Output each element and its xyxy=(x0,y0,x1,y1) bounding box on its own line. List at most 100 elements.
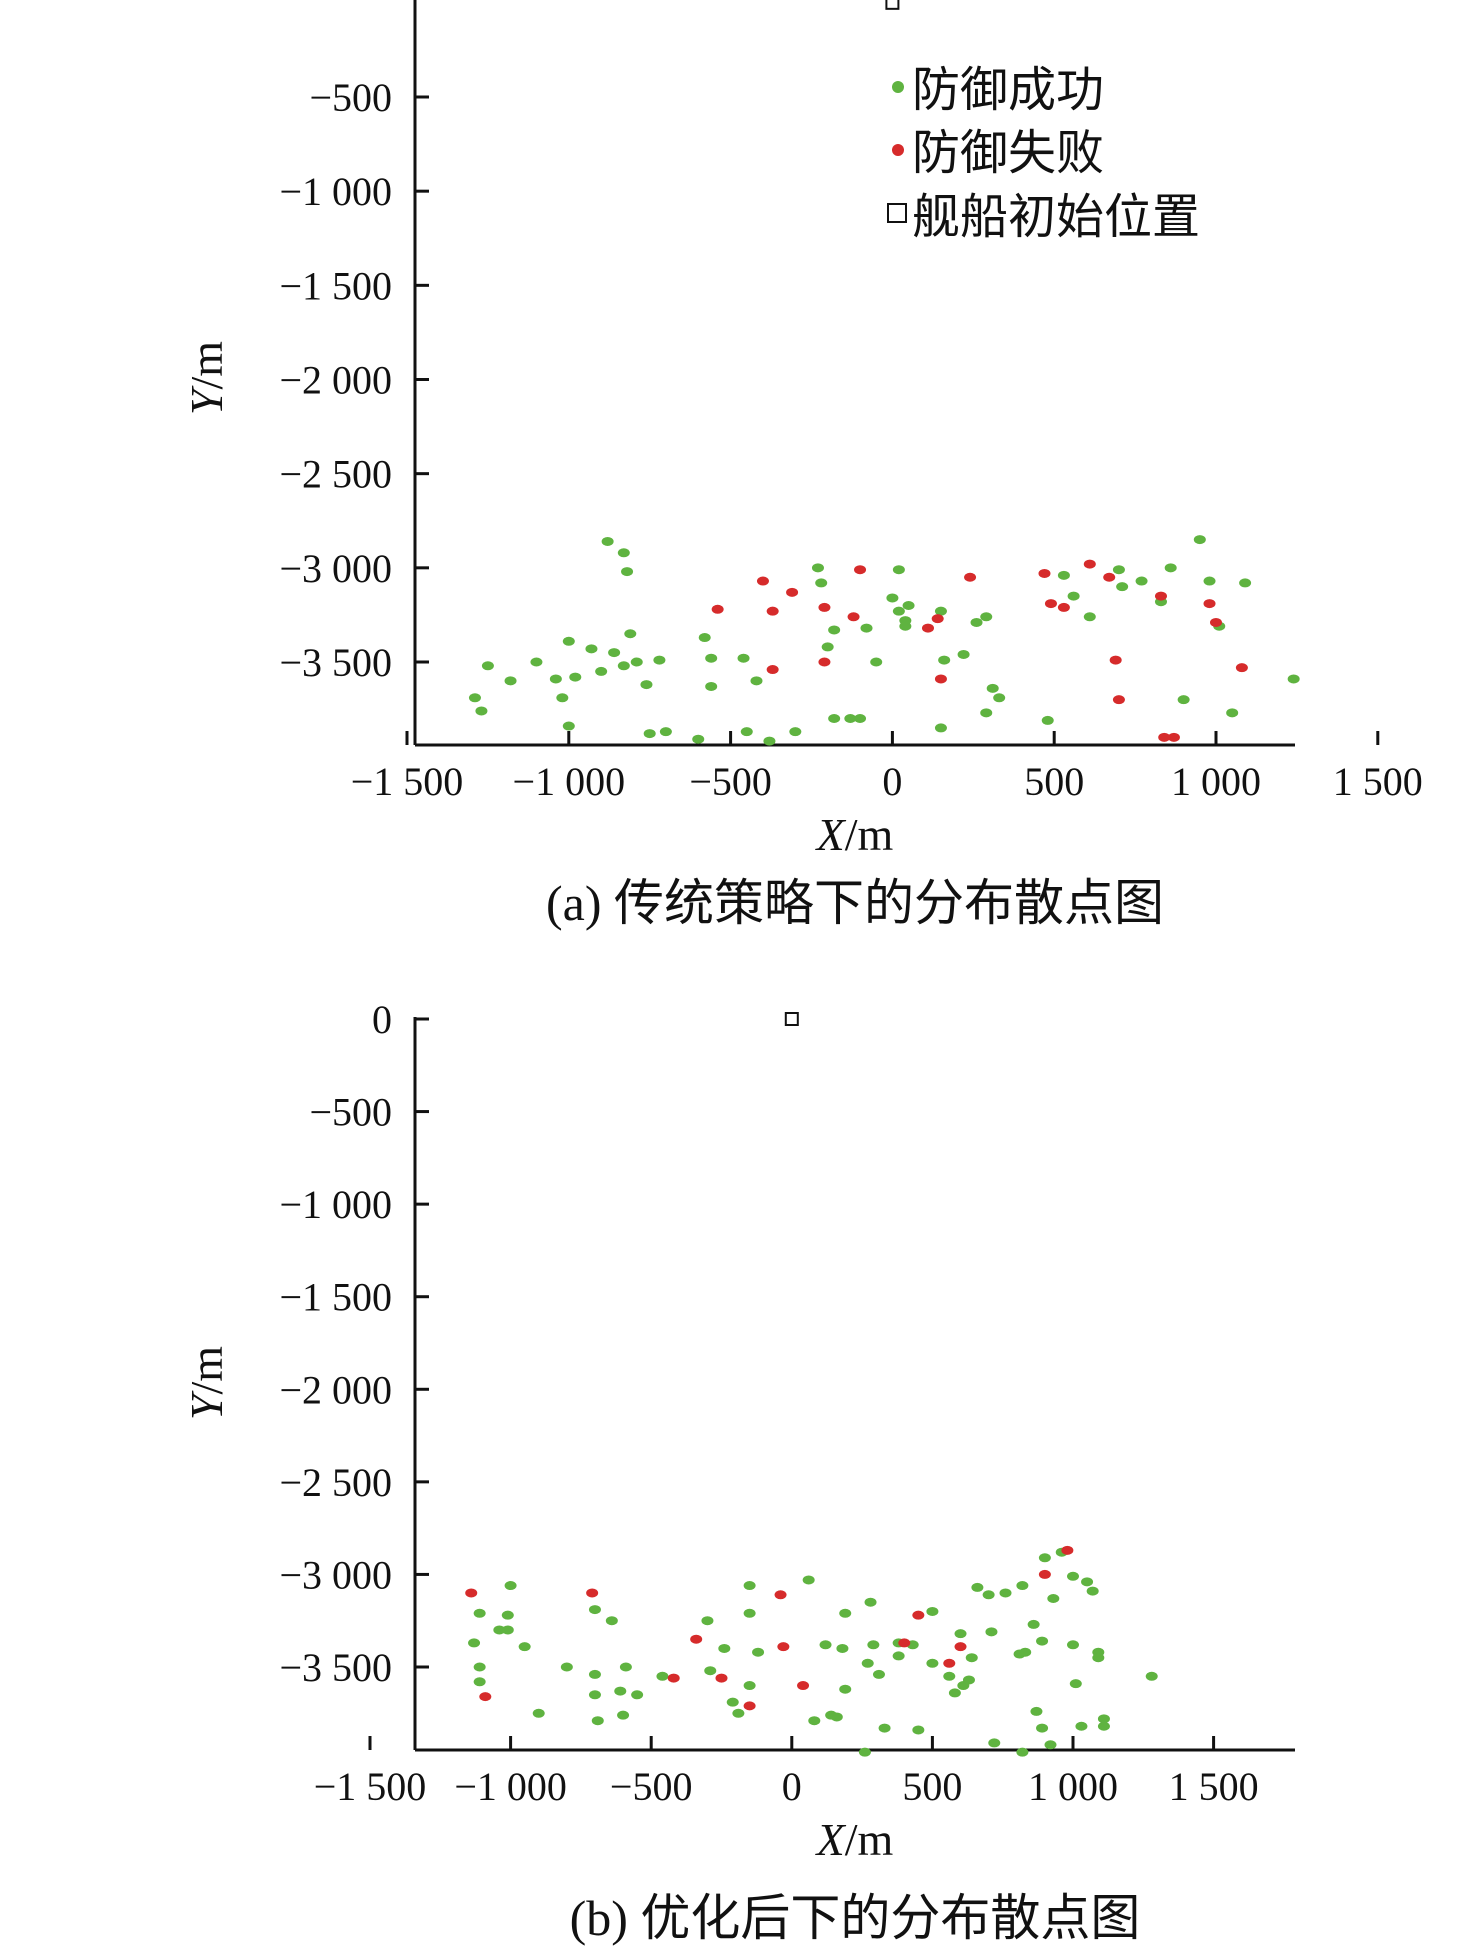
point-success xyxy=(892,565,905,575)
point-success xyxy=(1164,563,1177,573)
point-success xyxy=(698,633,711,643)
point-success xyxy=(839,1684,852,1694)
y-tick-label: −500 xyxy=(309,75,392,120)
point-success xyxy=(481,661,494,671)
point-success xyxy=(878,1723,891,1733)
point-failure xyxy=(1235,663,1248,673)
x-tick-label: −1 500 xyxy=(314,1764,427,1809)
point-success xyxy=(1069,1679,1082,1689)
point-success xyxy=(957,649,970,659)
point-success xyxy=(1092,1653,1105,1663)
point-success xyxy=(1287,674,1300,684)
point-success xyxy=(643,729,656,739)
y-tick-label: −1 000 xyxy=(279,1182,392,1227)
point-failure xyxy=(1038,1569,1051,1579)
point-success xyxy=(1097,1714,1110,1724)
point-success xyxy=(532,1708,545,1718)
point-success xyxy=(1081,1577,1094,1587)
point-success xyxy=(653,655,666,665)
point-success xyxy=(828,714,841,723)
point-success xyxy=(705,681,718,691)
legend-marker-success xyxy=(892,81,904,93)
x-tick-label: 0 xyxy=(882,759,902,804)
point-success xyxy=(993,693,1006,703)
ship-position-marker xyxy=(784,1012,799,1026)
point-success xyxy=(819,1640,832,1650)
point-success xyxy=(1044,1740,1057,1750)
ship-position-marker xyxy=(885,0,900,10)
point-success xyxy=(1203,576,1216,586)
point-success xyxy=(954,1629,967,1639)
point-failure xyxy=(797,1681,810,1691)
point-failure xyxy=(1103,572,1116,582)
point-success xyxy=(1057,570,1070,580)
point-success xyxy=(1239,578,1252,588)
point-success xyxy=(858,1747,871,1757)
point-success xyxy=(836,1643,849,1653)
point-success xyxy=(828,625,841,635)
point-failure xyxy=(921,623,934,633)
point-success xyxy=(743,1681,756,1691)
point-failure xyxy=(1112,695,1125,705)
point-success xyxy=(1145,1671,1158,1681)
point-failure xyxy=(898,1638,911,1648)
point-success xyxy=(821,642,834,652)
point-failure xyxy=(1158,732,1171,742)
point-success xyxy=(892,1651,905,1661)
point-success xyxy=(839,1608,852,1618)
point-success xyxy=(1097,1721,1110,1731)
point-success xyxy=(605,1616,618,1626)
point-success xyxy=(948,1688,961,1698)
panel-a: −500 −1 000 −1 500 −2 000 −2 500 −3 000 −3 500… xyxy=(181,0,1423,931)
point-success xyxy=(985,1627,998,1637)
point-success xyxy=(562,721,575,731)
y-tick-label: −3 500 xyxy=(279,640,392,685)
point-failure xyxy=(847,612,860,622)
point-success xyxy=(899,616,912,626)
x-tick-label: 1 500 xyxy=(1169,1764,1259,1809)
point-success xyxy=(802,1575,815,1585)
point-success xyxy=(1016,1581,1029,1591)
point-success xyxy=(808,1716,821,1726)
x-axis-label: X/m xyxy=(815,809,894,860)
point-failure xyxy=(715,1673,728,1683)
point-success xyxy=(1135,576,1148,586)
point-failure xyxy=(774,1590,787,1600)
y-tick-label: −1 000 xyxy=(279,169,392,214)
point-failure xyxy=(931,614,944,624)
y-tick-label: −3 500 xyxy=(279,1645,392,1690)
point-success xyxy=(980,708,993,718)
point-failure xyxy=(818,657,831,667)
point-success xyxy=(608,648,621,658)
series-failure xyxy=(711,559,1248,742)
point-success xyxy=(1016,1747,1029,1757)
series-failure xyxy=(465,1545,1074,1711)
point-success xyxy=(1112,565,1125,575)
point-failure xyxy=(1210,617,1222,627)
point-success xyxy=(473,1662,486,1672)
point-failure xyxy=(766,665,779,675)
legend-label: 舰船初始位置 xyxy=(912,189,1200,245)
point-success xyxy=(656,1671,669,1681)
point-failure xyxy=(1061,1545,1074,1555)
point-success xyxy=(1019,1647,1032,1657)
point-failure xyxy=(1167,732,1180,742)
point-success xyxy=(752,1647,765,1657)
point-success xyxy=(1226,708,1239,718)
point-success xyxy=(1075,1721,1088,1731)
point-failure xyxy=(954,1642,967,1652)
point-failure xyxy=(586,1588,599,1598)
point-success xyxy=(811,563,824,573)
point-success xyxy=(988,1738,1001,1748)
point-success xyxy=(588,1669,601,1679)
point-success xyxy=(965,1653,978,1663)
point-failure xyxy=(1203,599,1216,609)
point-failure xyxy=(1044,599,1057,609)
point-success xyxy=(530,657,543,667)
point-success xyxy=(475,706,488,716)
point-failure xyxy=(934,674,947,684)
point-success xyxy=(619,1662,632,1672)
point-failure xyxy=(1057,602,1070,612)
point-failure xyxy=(786,587,799,597)
point-success xyxy=(630,657,643,667)
